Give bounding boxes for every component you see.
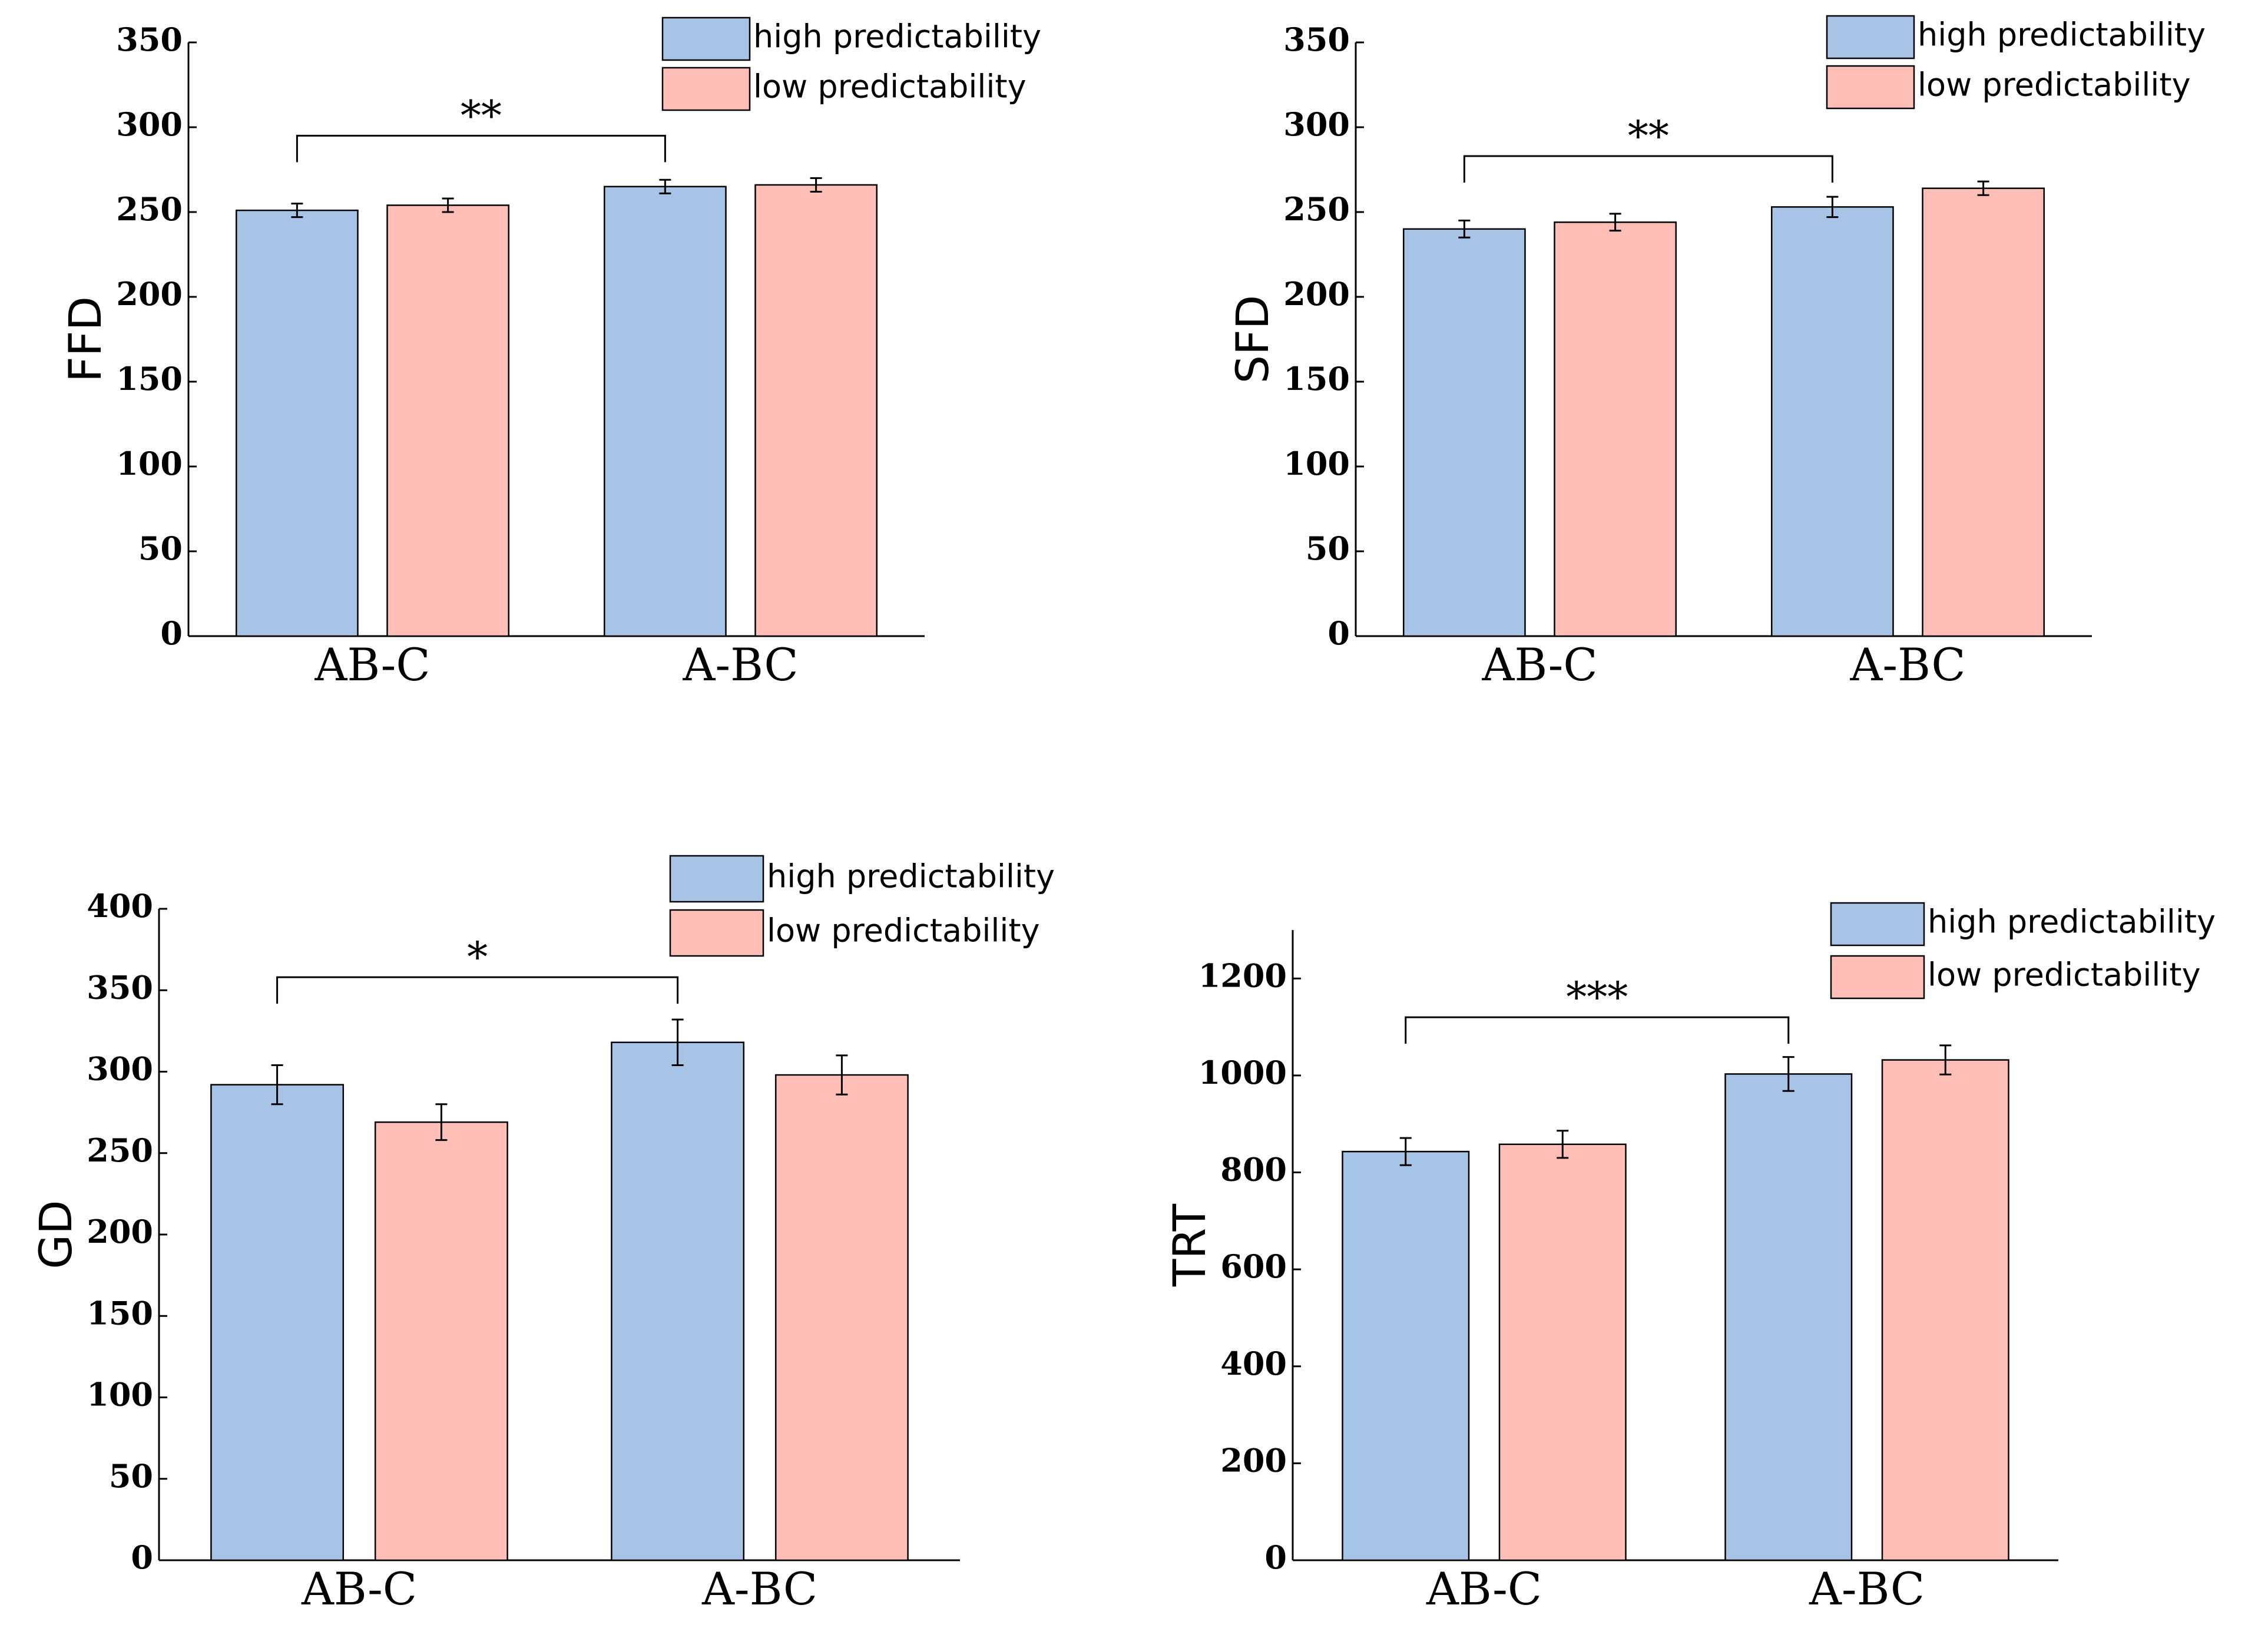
x-category-label: AB-C: [1482, 638, 1598, 691]
chart-gd: 0 50 100 150 200 250 300 350 400 GD AB-C A-BC * high …: [0, 822, 1134, 1645]
y-tick-label: 350: [116, 21, 183, 58]
y-tick-label: 250: [87, 1131, 153, 1169]
legend-swatch-high: [669, 855, 764, 903]
y-axis-title: SFD: [1226, 295, 1279, 383]
y-tick-label: 150: [87, 1294, 153, 1332]
y-tick-label: 50: [138, 530, 183, 567]
significance-bracket: [276, 976, 679, 1004]
legend-label: low predictability: [753, 68, 1027, 105]
bar-high-a-bc: [611, 1041, 745, 1561]
y-tick-label: 100: [87, 1376, 153, 1414]
chart-ffd: 0 50 100 150 200 250 300 350 FFD AB-C A-BC ** high p…: [0, 0, 1134, 822]
y-axis-title: GD: [29, 1200, 82, 1269]
bar-low-ab-c: [374, 1121, 508, 1561]
y-tick-label: 100: [1283, 445, 1350, 482]
legend-label: high predictability: [1918, 16, 2206, 54]
x-category-label: A-BC: [701, 1563, 817, 1615]
y-tick-label: 800: [1220, 1151, 1287, 1189]
y-tick-label: 350: [1283, 21, 1350, 58]
y-tick-label: 250: [1283, 190, 1350, 228]
chart-sfd: 0 50 100 150 200 250 300 350 SFD AB-C A-BC ** high p…: [1134, 0, 2268, 822]
legend-swatch-low: [669, 909, 764, 957]
x-category-label: AB-C: [301, 1563, 417, 1615]
bar-high-a-bc: [1771, 206, 1894, 637]
y-tick-label: 200: [1283, 275, 1350, 313]
chart-ffd-svg: 0 50 100 150 200 250 300 350 FFD AB-C A-BC ** high p…: [59, 16, 1041, 691]
significance-label: **: [461, 91, 502, 140]
y-tick-label: 0: [1327, 614, 1350, 652]
bar-low-ab-c: [1498, 1143, 1627, 1561]
x-category-label: AB-C: [1426, 1563, 1542, 1615]
bar-low-ab-c: [1554, 221, 1677, 637]
y-tick-label: 1000: [1198, 1054, 1287, 1091]
y-axis-title: TRT: [1163, 1203, 1216, 1287]
chart-sfd-svg: 0 50 100 150 200 250 300 350 SFD AB-C A-BC ** high p…: [1226, 15, 2206, 691]
y-tick-label: 0: [1264, 1538, 1287, 1576]
bar-low-a-bc: [754, 184, 878, 637]
y-tick-label: 150: [1283, 360, 1350, 398]
legend-label: high predictability: [767, 858, 1055, 895]
legend-label: high predictability: [1928, 904, 2216, 941]
x-category-label: AB-C: [314, 638, 431, 691]
y-tick-label: 0: [131, 1538, 153, 1576]
chart-gd-svg: 0 50 100 150 200 250 300 350 400 GD AB-C A-BC * high …: [29, 855, 1055, 1615]
legend-label: low predictability: [767, 912, 1040, 949]
y-tick-label: 100: [116, 445, 183, 482]
significance-bracket: [1405, 1016, 1790, 1044]
legend-label: low predictability: [1928, 957, 2201, 994]
significance-bracket: [296, 134, 666, 163]
chart-trt: 0 200 400 600 800 1000 1200 TRT AB-C A-BC *** high …: [1134, 822, 2268, 1645]
x-category-label: A-BC: [1850, 638, 1966, 691]
bar-low-a-bc: [1922, 187, 2045, 637]
y-tick-label: 250: [116, 190, 183, 228]
y-tick-label: 600: [1220, 1247, 1287, 1285]
legend-swatch-low: [1830, 955, 1925, 1000]
y-tick-label: 1200: [1198, 957, 1287, 994]
y-axis-title: FFD: [59, 296, 111, 382]
y-tick-label: 50: [1306, 530, 1350, 567]
legend-swatch-high: [1830, 902, 1925, 947]
bar-high-ab-c: [1403, 228, 1526, 637]
significance-label: *: [467, 933, 488, 981]
y-tick-label: 200: [116, 275, 183, 313]
bar-low-a-bc: [1881, 1059, 2009, 1561]
legend-swatch-high: [1826, 15, 1915, 59]
legend-label: low predictability: [1918, 67, 2191, 104]
significance-label: **: [1628, 112, 1669, 160]
legend-label: high predictability: [753, 18, 1041, 55]
x-category-label: A-BC: [1809, 1563, 1925, 1615]
bar-high-ab-c: [210, 1084, 345, 1561]
bar-low-ab-c: [386, 204, 509, 637]
y-tick-label: 400: [87, 887, 153, 925]
legend-swatch-high: [661, 16, 751, 61]
x-category-label: A-BC: [683, 638, 799, 691]
y-tick-label: 0: [160, 614, 183, 652]
bar-high-a-bc: [1724, 1073, 1853, 1561]
y-tick-label: 200: [1220, 1441, 1287, 1479]
legend-swatch-low: [1826, 65, 1915, 110]
significance-label: ***: [1566, 973, 1628, 1021]
chart-trt-svg: 0 200 400 600 800 1000 1200 TRT AB-C A-BC *** high …: [1163, 902, 2216, 1615]
bar-high-a-bc: [604, 186, 727, 637]
y-tick-label: 300: [116, 105, 183, 143]
y-tick-label: 300: [1283, 105, 1350, 143]
bar-high-ab-c: [236, 209, 359, 637]
y-tick-label: 50: [109, 1457, 153, 1495]
bar-low-a-bc: [774, 1074, 909, 1561]
y-tick-label: 350: [87, 968, 153, 1006]
y-tick-label: 150: [116, 360, 183, 398]
legend-swatch-low: [661, 67, 751, 111]
y-tick-label: 200: [87, 1213, 153, 1250]
bar-high-ab-c: [1342, 1150, 1470, 1561]
significance-bracket: [1463, 155, 1833, 183]
y-tick-label: 300: [87, 1050, 153, 1088]
y-tick-label: 400: [1220, 1345, 1287, 1382]
